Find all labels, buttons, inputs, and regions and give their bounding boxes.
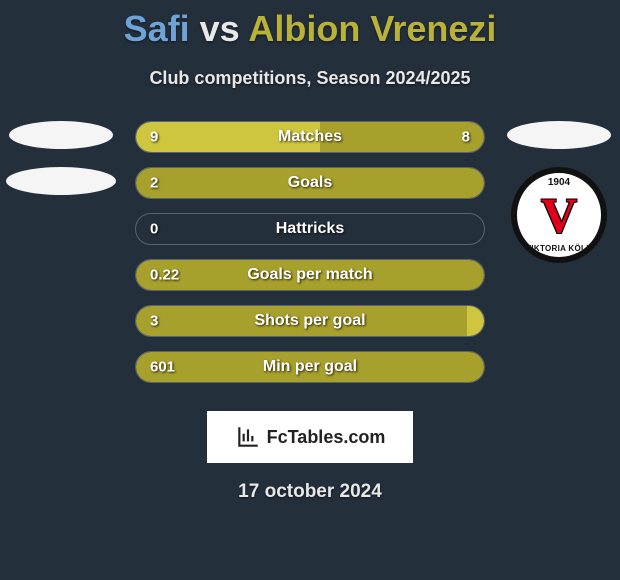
left-badge-placeholder-1 [9, 121, 113, 149]
vs-text: vs [200, 8, 240, 49]
stat-label: Hattricks [136, 220, 484, 238]
right-club-badges: 1904 V VIKTORIA KÖLN [504, 121, 614, 263]
stat-value-right: 8 [462, 129, 470, 146]
club-initial: V [541, 186, 577, 244]
stat-row: Goals per match0.22 [135, 259, 485, 291]
left-badge-placeholder-2 [6, 167, 116, 195]
chart-icon [235, 424, 261, 450]
stat-label: Min per goal [136, 358, 484, 376]
stat-value-left: 9 [150, 129, 158, 146]
stat-row: Goals2 [135, 167, 485, 199]
club-year: 1904 [548, 177, 570, 188]
subtitle: Club competitions, Season 2024/2025 [0, 68, 620, 89]
stat-row: Min per goal601 [135, 351, 485, 383]
stat-value-left: 3 [150, 313, 158, 330]
stat-value-left: 2 [150, 175, 158, 192]
stat-label: Shots per goal [136, 312, 484, 330]
stat-row: Hattricks0 [135, 213, 485, 245]
stat-label: Goals [136, 174, 484, 192]
stat-value-left: 0.22 [150, 267, 179, 284]
club-name: VIKTORIA KÖLN [526, 244, 593, 253]
left-club-badges [6, 121, 116, 195]
stat-row: Matches9 8 [135, 121, 485, 153]
right-club-logo: 1904 V VIKTORIA KÖLN [511, 167, 607, 263]
stat-bars: Matches9 8 Goals2 Hattricks0 Goals per match… [135, 121, 485, 383]
main-area: 1904 V VIKTORIA KÖLN Matches9 8 Goals2 Hatt… [0, 121, 620, 383]
stat-label: Goals per match [136, 266, 484, 284]
branding-box: FcTables.com [207, 411, 413, 463]
stat-label: Matches [136, 128, 484, 146]
date-text: 17 october 2024 [0, 481, 620, 503]
player1-name: Safi [124, 8, 190, 49]
branding-text: FcTables.com [267, 427, 386, 448]
stat-value-left: 601 [150, 359, 175, 376]
stat-row: Shots per goal3 [135, 305, 485, 337]
right-badge-placeholder-1 [507, 121, 611, 149]
stat-value-left: 0 [150, 221, 158, 238]
comparison-title: Safi vs Albion Vrenezi [0, 0, 620, 50]
player2-name: Albion Vrenezi [248, 8, 496, 49]
